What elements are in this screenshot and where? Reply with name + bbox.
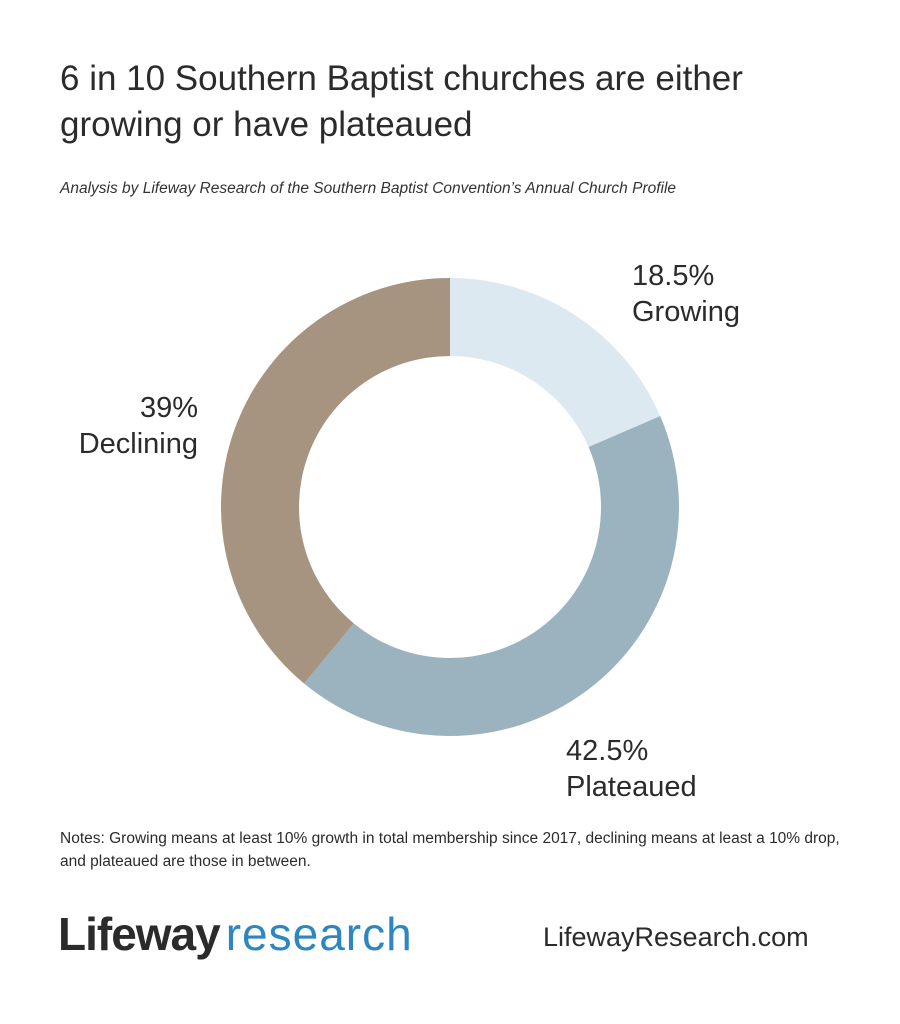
- logo-lifeway-text: Lifeway: [58, 908, 221, 960]
- declining-category-label: Declining: [78, 428, 198, 460]
- growing-category-label: Growing: [632, 296, 740, 328]
- chart-notes: Notes: Growing means at least 10% growth…: [60, 830, 840, 870]
- chart-title: 6 in 10 Southern Baptist churches are ei…: [60, 59, 743, 144]
- growing-label: 18.5% Growing: [632, 258, 740, 330]
- plateaued-value-label: 42.5%: [566, 735, 649, 767]
- donut-slice-declining: [221, 278, 450, 684]
- plateaued-category-label: Plateaued: [566, 771, 697, 803]
- growing-value-label: 18.5%: [632, 260, 715, 292]
- logo-research-text: research: [225, 908, 413, 960]
- declining-label: 39% Declining: [40, 390, 198, 462]
- plateaued-label: 42.5% Plateaued: [566, 733, 697, 805]
- chart-subtitle: Analysis by Lifeway Research of the Sout…: [60, 180, 677, 197]
- donut-slice-growing: [450, 278, 661, 448]
- donut-slice-plateaued: [304, 416, 680, 737]
- declining-value-label: 39%: [139, 392, 198, 424]
- lifeway-research-logo: Lifeway research: [58, 906, 413, 962]
- website-url: LifewayResearch.com: [543, 922, 809, 952]
